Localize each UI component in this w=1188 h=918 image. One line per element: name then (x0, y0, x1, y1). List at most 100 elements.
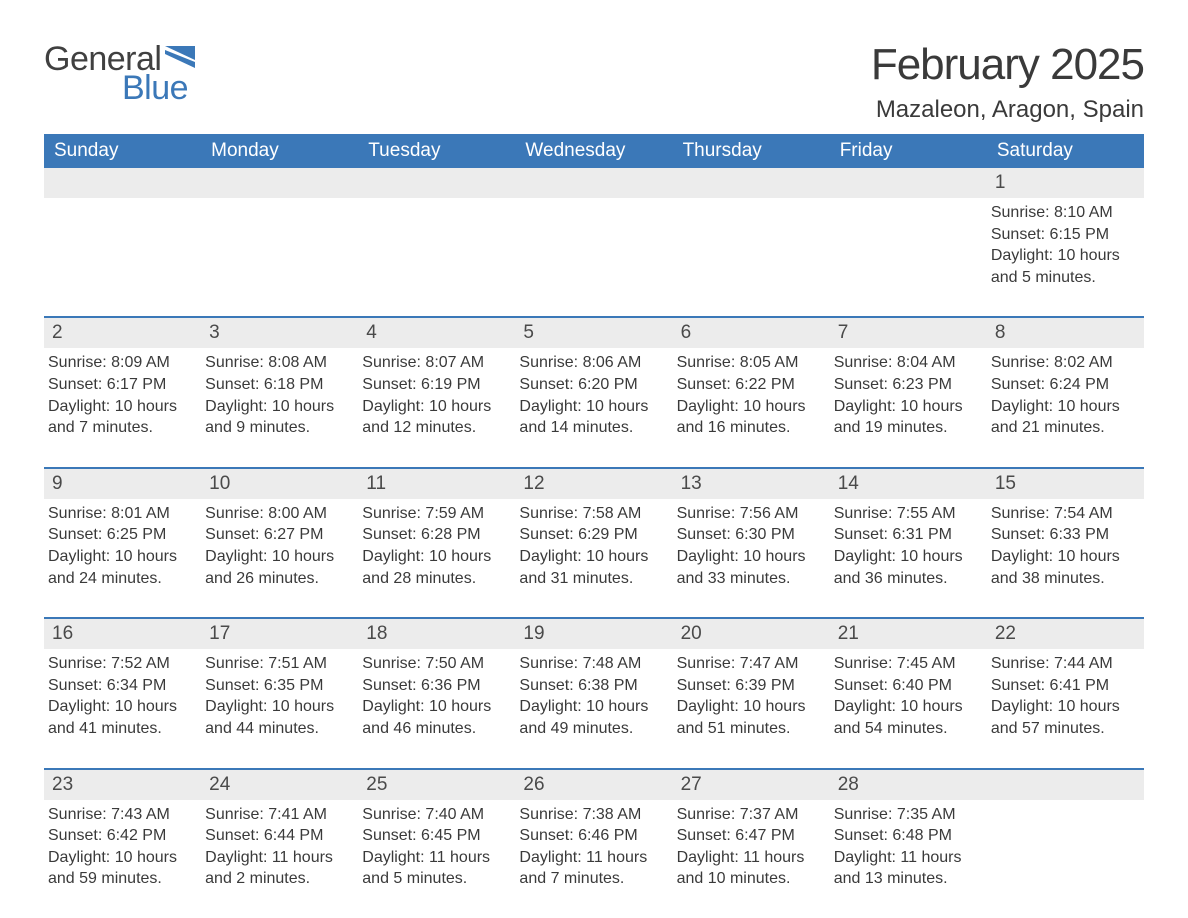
day-data: Sunrise: 8:04 AM Sunset: 6:23 PM Dayligh… (830, 348, 987, 442)
week-block: 232425262728Sunrise: 7:43 AM Sunset: 6:4… (44, 768, 1144, 894)
daydata-row: Sunrise: 7:52 AM Sunset: 6:34 PM Dayligh… (44, 649, 1144, 743)
month-title: February 2025 (871, 40, 1144, 90)
day-number (830, 168, 987, 198)
title-block: February 2025 Mazaleon, Aragon, Spain (871, 40, 1144, 124)
logo: General Blue (44, 40, 195, 108)
day-data: Sunrise: 7:58 AM Sunset: 6:29 PM Dayligh… (515, 499, 672, 593)
weekday-sunday: Sunday (44, 134, 201, 168)
day-number: 4 (358, 318, 515, 348)
day-data: Sunrise: 7:45 AM Sunset: 6:40 PM Dayligh… (830, 649, 987, 743)
day-number (673, 168, 830, 198)
week-block: 2345678Sunrise: 8:09 AM Sunset: 6:17 PM … (44, 316, 1144, 442)
daydata-row: Sunrise: 8:01 AM Sunset: 6:25 PM Dayligh… (44, 499, 1144, 593)
weekday-thursday: Thursday (673, 134, 830, 168)
day-data: Sunrise: 7:44 AM Sunset: 6:41 PM Dayligh… (987, 649, 1144, 743)
weekday-friday: Friday (830, 134, 987, 168)
week-block: 1Sunrise: 8:10 AM Sunset: 6:15 PM Daylig… (44, 168, 1144, 292)
day-number: 18 (358, 619, 515, 649)
daynum-row: 1 (44, 168, 1144, 198)
day-number: 28 (830, 770, 987, 800)
day-data: Sunrise: 7:41 AM Sunset: 6:44 PM Dayligh… (201, 800, 358, 894)
day-data: Sunrise: 7:55 AM Sunset: 6:31 PM Dayligh… (830, 499, 987, 593)
day-data: Sunrise: 7:37 AM Sunset: 6:47 PM Dayligh… (673, 800, 830, 894)
day-data: Sunrise: 8:09 AM Sunset: 6:17 PM Dayligh… (44, 348, 201, 442)
weekday-tuesday: Tuesday (358, 134, 515, 168)
day-data: Sunrise: 7:54 AM Sunset: 6:33 PM Dayligh… (987, 499, 1144, 593)
day-number (515, 168, 672, 198)
daydata-row: Sunrise: 8:10 AM Sunset: 6:15 PM Dayligh… (44, 198, 1144, 292)
daynum-row: 232425262728 (44, 770, 1144, 800)
daydata-row: Sunrise: 7:43 AM Sunset: 6:42 PM Dayligh… (44, 800, 1144, 894)
day-number: 17 (201, 619, 358, 649)
day-data: Sunrise: 8:05 AM Sunset: 6:22 PM Dayligh… (673, 348, 830, 442)
day-data: Sunrise: 7:50 AM Sunset: 6:36 PM Dayligh… (358, 649, 515, 743)
daynum-row: 9101112131415 (44, 469, 1144, 499)
daynum-row: 2345678 (44, 318, 1144, 348)
day-number: 14 (830, 469, 987, 499)
day-data (673, 198, 830, 292)
day-data (987, 800, 1144, 894)
daydata-row: Sunrise: 8:09 AM Sunset: 6:17 PM Dayligh… (44, 348, 1144, 442)
day-number: 10 (201, 469, 358, 499)
day-data: Sunrise: 7:59 AM Sunset: 6:28 PM Dayligh… (358, 499, 515, 593)
day-data (201, 198, 358, 292)
day-data: Sunrise: 7:40 AM Sunset: 6:45 PM Dayligh… (358, 800, 515, 894)
day-number (201, 168, 358, 198)
day-data (44, 198, 201, 292)
day-number: 5 (515, 318, 672, 348)
day-data: Sunrise: 7:47 AM Sunset: 6:39 PM Dayligh… (673, 649, 830, 743)
day-data (515, 198, 672, 292)
day-data: Sunrise: 7:38 AM Sunset: 6:46 PM Dayligh… (515, 800, 672, 894)
day-number: 23 (44, 770, 201, 800)
weeks-container: 1Sunrise: 8:10 AM Sunset: 6:15 PM Daylig… (44, 168, 1144, 894)
day-number (987, 770, 1144, 800)
day-data: Sunrise: 7:35 AM Sunset: 6:48 PM Dayligh… (830, 800, 987, 894)
day-data: Sunrise: 8:08 AM Sunset: 6:18 PM Dayligh… (201, 348, 358, 442)
week-block: 9101112131415Sunrise: 8:01 AM Sunset: 6:… (44, 467, 1144, 593)
day-number: 19 (515, 619, 672, 649)
day-number: 13 (673, 469, 830, 499)
day-data (830, 198, 987, 292)
day-number: 15 (987, 469, 1144, 499)
header: General Blue February 2025 Mazaleon, Ara… (44, 40, 1144, 124)
day-number: 12 (515, 469, 672, 499)
week-block: 16171819202122Sunrise: 7:52 AM Sunset: 6… (44, 617, 1144, 743)
day-number: 24 (201, 770, 358, 800)
day-data: Sunrise: 8:10 AM Sunset: 6:15 PM Dayligh… (987, 198, 1144, 292)
day-data: Sunrise: 7:48 AM Sunset: 6:38 PM Dayligh… (515, 649, 672, 743)
day-number: 26 (515, 770, 672, 800)
day-number: 3 (201, 318, 358, 348)
day-number: 16 (44, 619, 201, 649)
day-number (44, 168, 201, 198)
day-number: 1 (987, 168, 1144, 198)
weekday-monday: Monday (201, 134, 358, 168)
weekday-wednesday: Wednesday (515, 134, 672, 168)
day-number: 22 (987, 619, 1144, 649)
day-data: Sunrise: 7:56 AM Sunset: 6:30 PM Dayligh… (673, 499, 830, 593)
day-number: 2 (44, 318, 201, 348)
calendar: Sunday Monday Tuesday Wednesday Thursday… (44, 134, 1144, 894)
day-data: Sunrise: 7:43 AM Sunset: 6:42 PM Dayligh… (44, 800, 201, 894)
day-number: 25 (358, 770, 515, 800)
day-data: Sunrise: 8:07 AM Sunset: 6:19 PM Dayligh… (358, 348, 515, 442)
day-data: Sunrise: 8:00 AM Sunset: 6:27 PM Dayligh… (201, 499, 358, 593)
day-number: 27 (673, 770, 830, 800)
day-number: 11 (358, 469, 515, 499)
day-number: 9 (44, 469, 201, 499)
day-data: Sunrise: 8:06 AM Sunset: 6:20 PM Dayligh… (515, 348, 672, 442)
day-number (358, 168, 515, 198)
day-data: Sunrise: 8:01 AM Sunset: 6:25 PM Dayligh… (44, 499, 201, 593)
weekday-saturday: Saturday (987, 134, 1144, 168)
day-number: 20 (673, 619, 830, 649)
day-data: Sunrise: 8:02 AM Sunset: 6:24 PM Dayligh… (987, 348, 1144, 442)
day-number: 21 (830, 619, 987, 649)
daynum-row: 16171819202122 (44, 619, 1144, 649)
logo-text-blue: Blue (122, 69, 195, 108)
day-data: Sunrise: 7:51 AM Sunset: 6:35 PM Dayligh… (201, 649, 358, 743)
day-number: 7 (830, 318, 987, 348)
weekday-header-row: Sunday Monday Tuesday Wednesday Thursday… (44, 134, 1144, 168)
location-text: Mazaleon, Aragon, Spain (871, 96, 1144, 124)
day-number: 6 (673, 318, 830, 348)
day-number: 8 (987, 318, 1144, 348)
day-data (358, 198, 515, 292)
